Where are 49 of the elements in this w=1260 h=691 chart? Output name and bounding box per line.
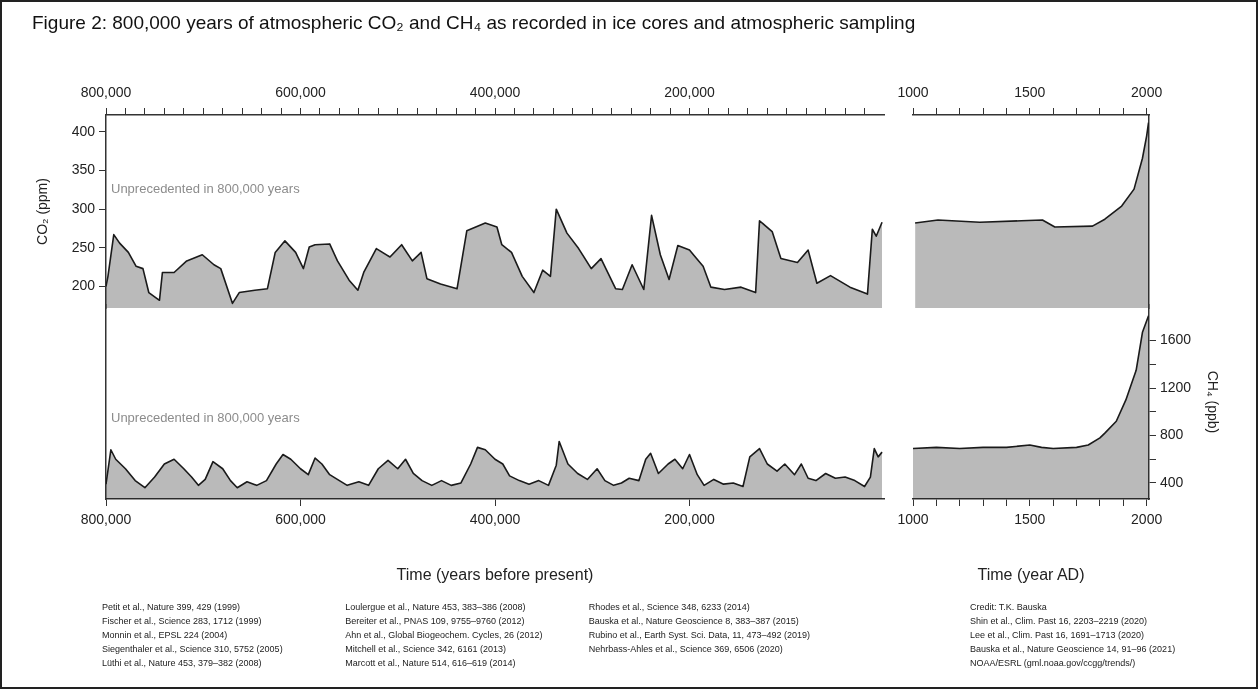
text: Shin et al., Clim. Past 16, 2203–2219 (2020) (970, 615, 1149, 628)
x-tick-label: 600,000 (275, 84, 327, 101)
text: Bauska et al., Nature Geoscience 14, 91–96 (2021) (970, 643, 1177, 656)
annotation: Unprecedented in 800,000 years (111, 410, 301, 426)
text: Mitchell et al., Science 342, 6161 (2013) (345, 643, 507, 656)
y-axis-title: CO₂ (ppm) (34, 178, 51, 245)
x-tick-label: 400,000 (469, 84, 521, 101)
text: Ahn et al., Global Biogeochem. Cycles, 26 (2012) (345, 629, 544, 642)
y-tick-label: 400 (1160, 473, 1184, 490)
text: Credit: T.K. Bauska (970, 601, 1048, 614)
text: Bauska et al., Nature Geoscience 8, 383–387 (2015) (588, 615, 800, 628)
text: Siegenthaler et al., Science 310, 5752 (2005) (102, 643, 284, 656)
y-tick-label: 350 (71, 161, 96, 178)
y-tick-label: 800 (1160, 426, 1184, 443)
x-tick-label: 600,000 (275, 511, 327, 528)
x-tick-label: 2000 (1131, 84, 1163, 101)
text: Monnin et al., EPSL 224 (2004) (102, 629, 229, 642)
y-tick-label: 1200 (1160, 378, 1192, 395)
text: Loulergue et al., Nature 453, 383–386 (2008) (345, 601, 527, 614)
y-tick-label: 400 (71, 122, 96, 139)
x-tick-label: 400,000 (469, 511, 521, 528)
text: Lee et al., Clim. Past 16, 1691–1713 (2020) (970, 629, 1146, 642)
y-axis-title: CH₄ (ppb) (1204, 370, 1221, 434)
y-tick-label: 200 (71, 277, 96, 294)
x-axis-title: Time (years before present) (396, 565, 594, 583)
x-tick-label: 200,000 (664, 511, 716, 528)
text: Bereiter et al., PNAS 109, 9755–9760 (2012) (345, 615, 526, 628)
x-tick-label: 1000 (897, 511, 929, 528)
x-tick-label: 1500 (1014, 511, 1046, 528)
y-tick-label: 250 (71, 238, 96, 255)
text: Fischer et al., Science 283, 1712 (1999) (102, 615, 263, 628)
x-tick-label: 1500 (1014, 84, 1046, 101)
x-tick-label: 800,000 (80, 84, 132, 101)
text: NOAA/ESRL (gml.noaa.gov/ccgg/trends/) (970, 657, 1137, 670)
x-axis-title: Time (year AD) (977, 565, 1085, 583)
text: Rubino et al., Earth Syst. Sci. Data, 11, 473–492 (2019) (588, 629, 811, 642)
annotation: Unprecedented in 800,000 years (111, 181, 301, 197)
text: Nehrbass-Ahles et al., Science 369, 6506 (2020) (588, 643, 784, 656)
text: Rhodes et al., Science 348, 6233 (2014) (588, 601, 751, 614)
text: Lüthi et al., Nature 453, 379–382 (2008) (102, 657, 263, 670)
y-tick-label: 1600 (1160, 331, 1192, 348)
y-tick-label: 300 (71, 200, 96, 217)
text: Petit et al., Nature 399, 429 (1999) (102, 601, 242, 614)
x-tick-label: 2000 (1131, 511, 1163, 528)
text: Marcott et al., Nature 514, 616–619 (2014) (345, 657, 517, 670)
chart-title: Figure 2: 800,000 years of atmospheric CO₂ and CH₄ as recorded in ice cores and atmospheric sampling (32, 12, 916, 34)
x-tick-label: 1000 (897, 84, 929, 101)
x-tick-label: 800,000 (80, 511, 132, 528)
x-tick-label: 200,000 (664, 84, 716, 101)
